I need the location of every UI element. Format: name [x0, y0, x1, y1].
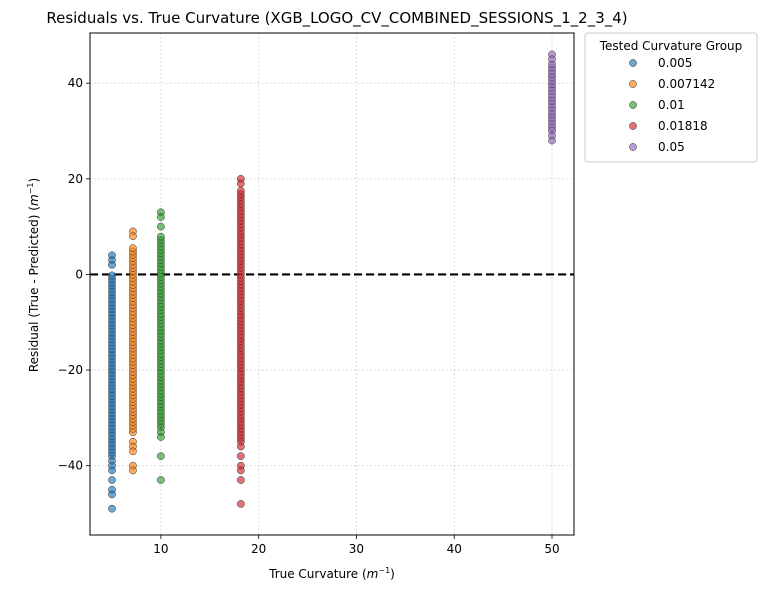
data-point — [108, 271, 116, 280]
data-point — [108, 504, 116, 513]
legend-marker — [629, 59, 637, 67]
legend-label: 0.01 — [658, 98, 685, 112]
axis-ticks: 10 20 30 40 50 −40 −20 0 20 40 — [58, 76, 560, 556]
series-0.01818 — [237, 174, 245, 508]
x-tick-label: 40 — [447, 542, 462, 556]
data-points — [108, 50, 556, 513]
data-point — [237, 452, 245, 460]
gridlines — [90, 33, 574, 535]
legend-label: 0.01818 — [658, 119, 708, 133]
series-0.007142 — [129, 227, 137, 475]
x-tick-label: 50 — [544, 542, 559, 556]
data-point — [157, 213, 165, 221]
series-0.01 — [157, 208, 165, 484]
x-tick-label: 20 — [251, 542, 266, 556]
data-point — [129, 447, 137, 456]
series-0.05 — [548, 50, 556, 145]
data-point — [157, 222, 165, 231]
legend-label: 0.05 — [658, 140, 685, 154]
x-tick-label: 30 — [349, 542, 364, 556]
legend-label: 0.007142 — [658, 77, 715, 91]
legend-title: Tested Curvature Group — [599, 39, 743, 53]
data-point — [548, 55, 556, 64]
data-point — [129, 232, 137, 241]
legend-marker — [629, 143, 637, 151]
legend: Tested Curvature Group 0.005 0.007142 0.01… — [584, 32, 758, 163]
data-point — [548, 136, 556, 145]
series-0.005 — [108, 251, 116, 513]
data-point — [237, 186, 245, 195]
y-tick-label: 20 — [68, 172, 83, 186]
legend-marker — [629, 80, 637, 88]
data-point — [129, 466, 137, 475]
legend-marker — [629, 122, 637, 130]
data-point — [157, 452, 165, 460]
legend-box — [584, 32, 758, 163]
x-tick-label: 10 — [153, 542, 168, 556]
data-point — [237, 476, 245, 484]
data-point — [129, 244, 137, 252]
y-tick-label: −40 — [58, 459, 83, 473]
y-axis-label: Residual (True - Predicted) (m−1) — [26, 178, 41, 372]
y-tick-label: 0 — [75, 267, 83, 281]
x-axis-label: True Curvature (m−1) — [268, 566, 395, 581]
data-point — [108, 490, 116, 499]
data-point — [157, 232, 165, 241]
data-point — [157, 433, 165, 441]
data-point — [108, 466, 116, 475]
data-point — [108, 261, 116, 269]
y-tick-label: −20 — [58, 363, 83, 377]
legend-label: 0.005 — [658, 56, 692, 70]
data-point — [157, 476, 165, 484]
legend-marker — [629, 101, 637, 109]
plot-area-frame — [89, 32, 575, 536]
data-point — [237, 442, 245, 451]
data-point — [237, 500, 245, 508]
chart-title: Residuals vs. True Curvature (XGB_LOGO_C… — [46, 9, 627, 28]
data-point — [237, 466, 245, 475]
y-tick-label: 40 — [68, 76, 83, 90]
data-point — [237, 179, 245, 188]
data-point — [108, 476, 116, 484]
